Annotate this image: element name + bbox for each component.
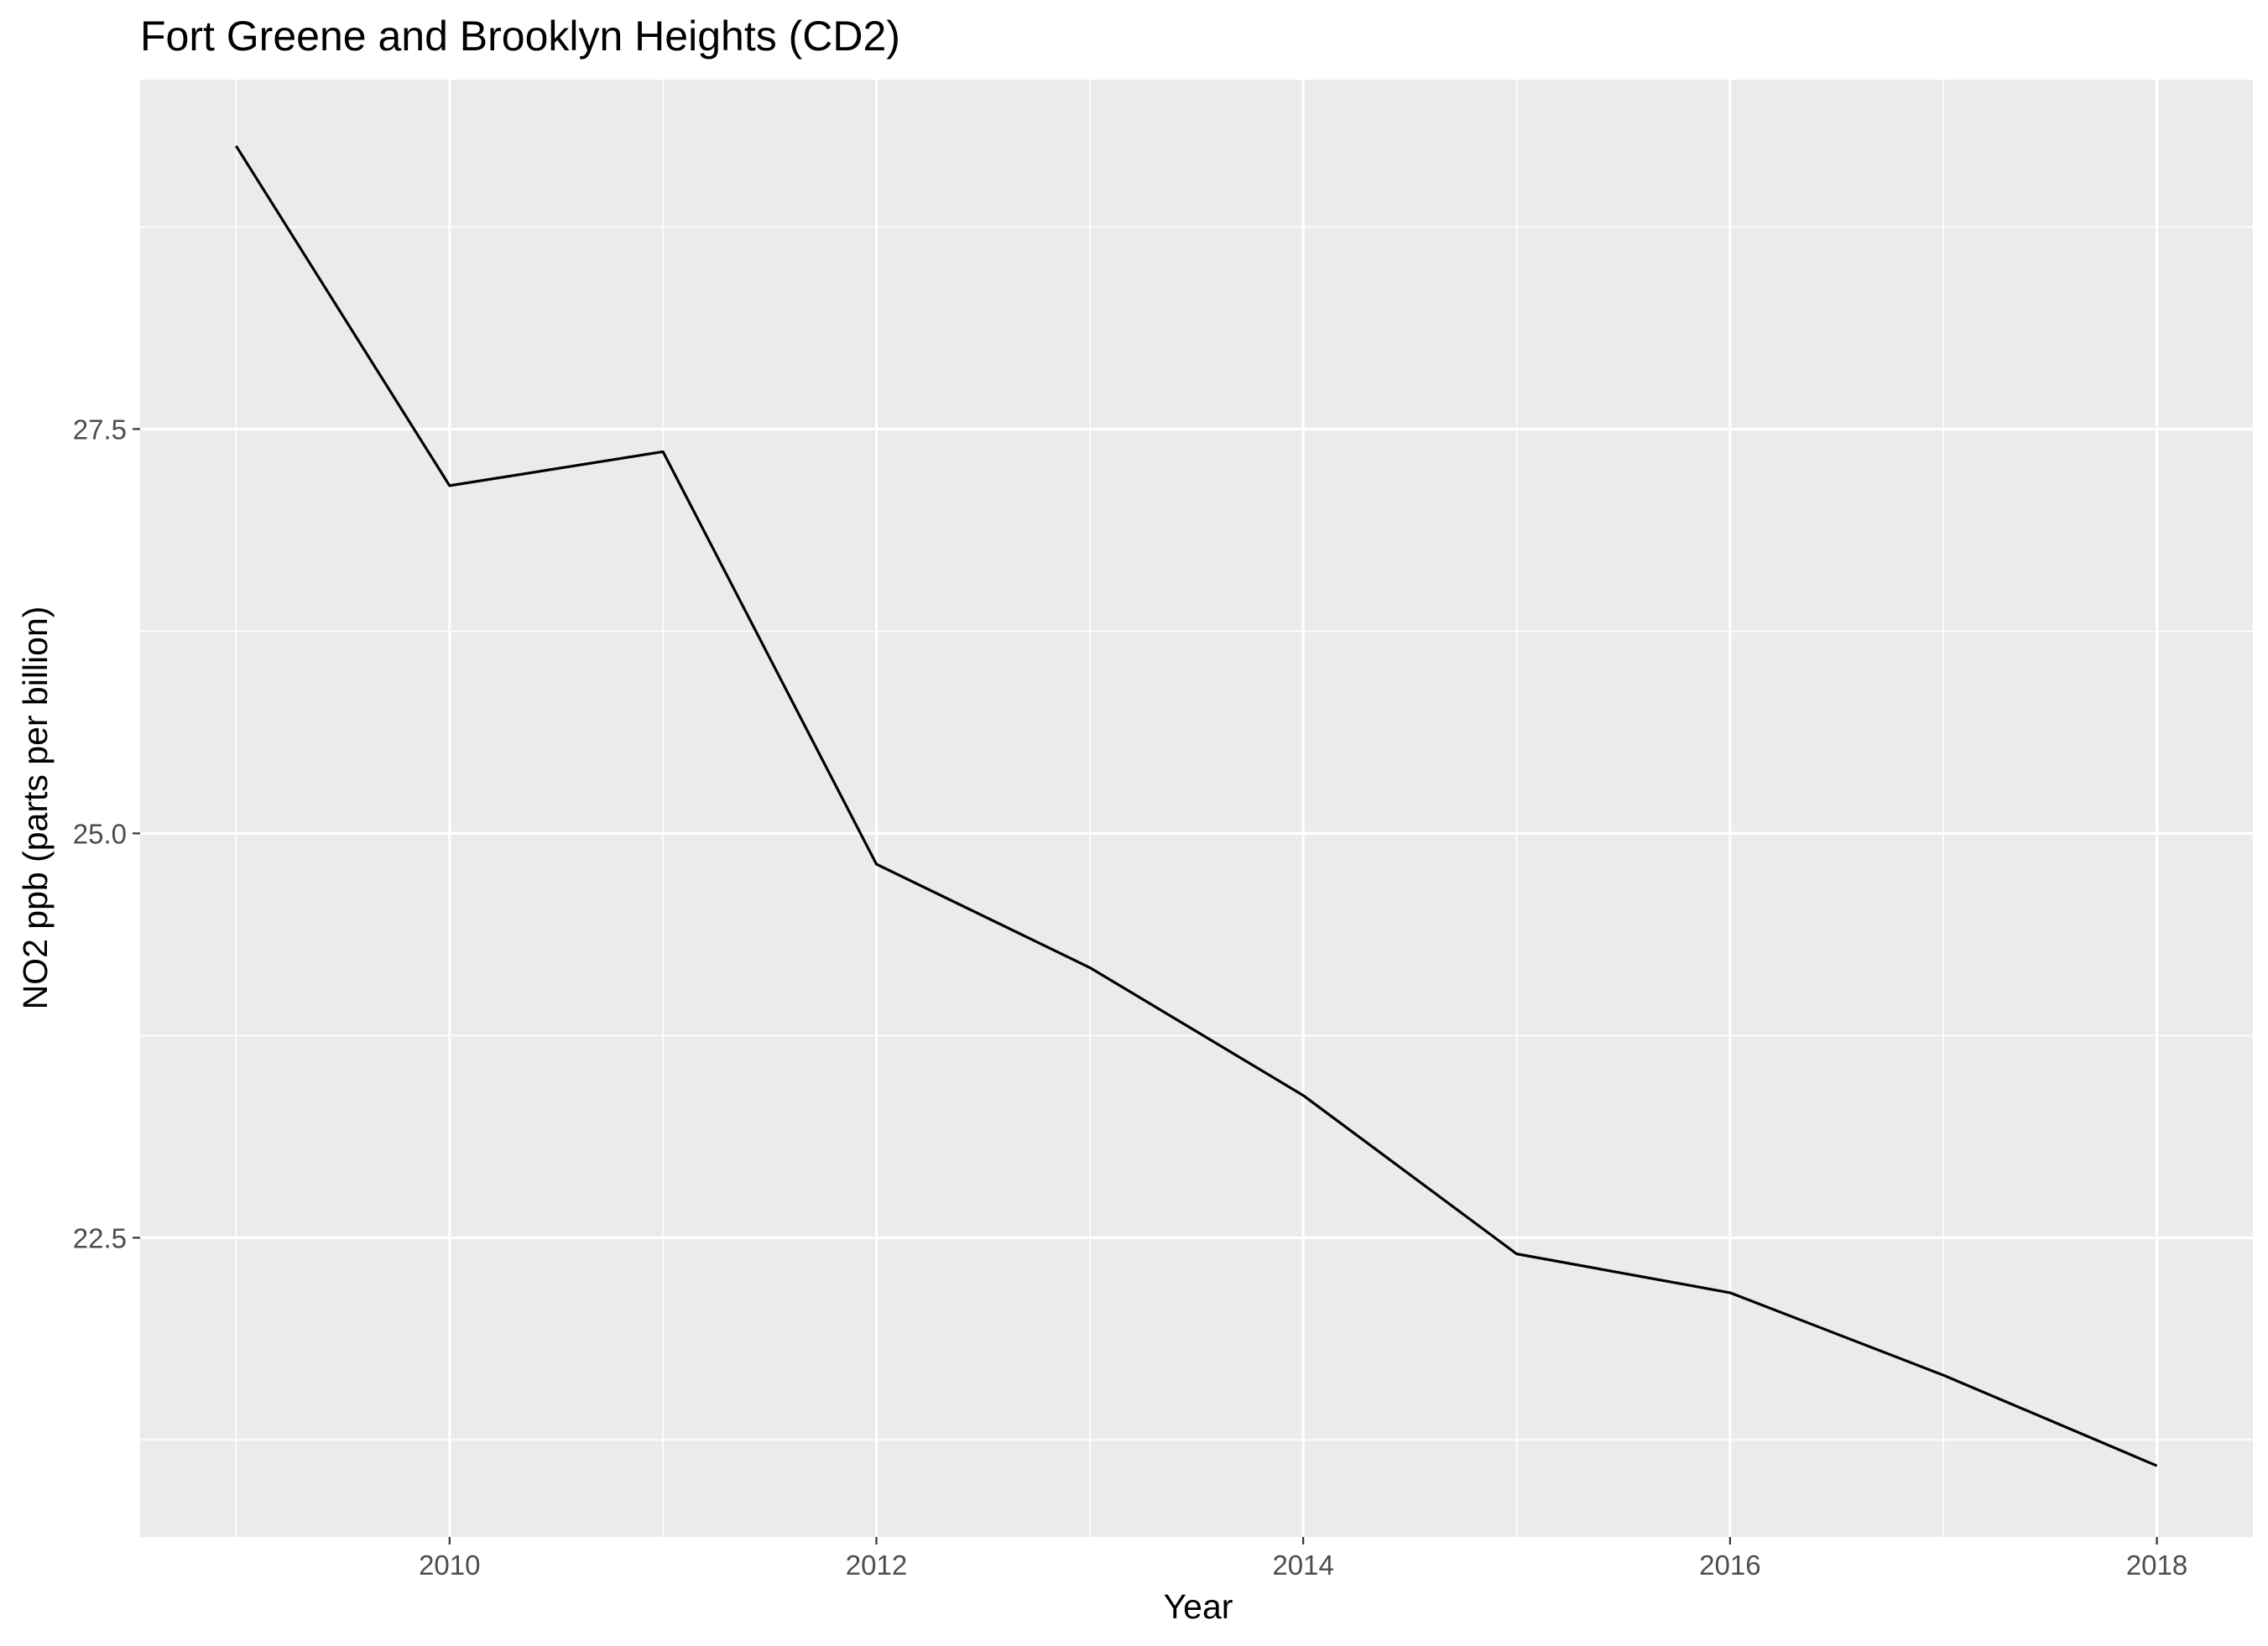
x-tick-label: 2012 bbox=[846, 1550, 907, 1581]
y-tick-label: 25.0 bbox=[73, 818, 127, 849]
gridlines bbox=[140, 80, 2253, 1537]
plot-panel bbox=[140, 80, 2253, 1537]
chart-title: Fort Greene and Brooklyn Heights (CD2) bbox=[140, 13, 900, 60]
x-tick-label: 2016 bbox=[1699, 1550, 1760, 1581]
plot-panel-background bbox=[140, 80, 2253, 1537]
y-tick-label: 27.5 bbox=[73, 414, 127, 445]
x-axis-title: Year bbox=[1164, 1587, 1233, 1626]
x-tick-label: 2014 bbox=[1272, 1550, 1333, 1581]
y-axis: 22.5 25.0 27.5 bbox=[73, 414, 140, 1253]
y-tick-label: 22.5 bbox=[73, 1222, 127, 1253]
series-line bbox=[235, 145, 2158, 1467]
y-axis-title: NO2 ppb (parts per billion) bbox=[16, 607, 55, 1010]
x-axis: 2010 2012 2014 2016 2018 bbox=[419, 1537, 2187, 1581]
x-tick-label: 2010 bbox=[419, 1550, 480, 1581]
x-tick-label: 2018 bbox=[2126, 1550, 2187, 1581]
data-series bbox=[235, 145, 2158, 1467]
